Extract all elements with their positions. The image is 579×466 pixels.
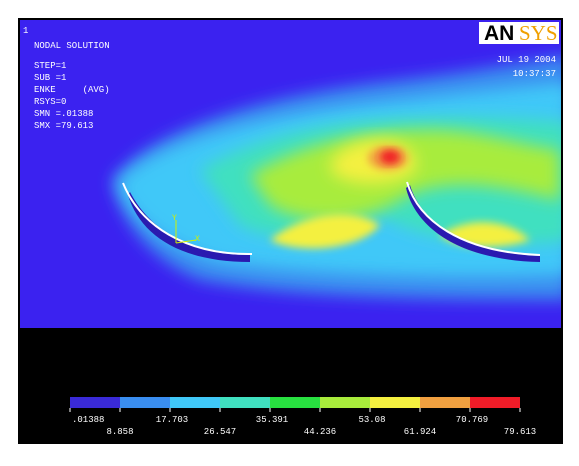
legend-label: 8.858 [106, 427, 133, 437]
window-number: 1 [23, 26, 28, 36]
legend-label: 26.547 [204, 427, 236, 437]
legend-swatch [70, 397, 120, 408]
contour-field [112, 56, 561, 300]
info-block: STEP=1 SUB =1 ENKE (AVG) RSYS=0 SMN =.01388 S… [34, 61, 110, 131]
info-line: STEP=1 [34, 61, 66, 71]
legend-swatch [120, 397, 170, 408]
logo-sys: SYS [519, 21, 558, 45]
info-line: SMN =.01388 [34, 109, 93, 119]
date: JUL 19 2004 [497, 55, 556, 65]
logo-an: AN [484, 22, 514, 45]
info-line: SUB =1 [34, 73, 66, 83]
legend-label: 53.08 [358, 415, 385, 425]
legend-swatch [270, 397, 320, 408]
legend-label: .01388 [72, 415, 104, 425]
legend-label: 70.769 [456, 415, 488, 425]
legend-swatch [470, 397, 520, 408]
legend-label: 61.924 [404, 427, 436, 437]
logo-box [479, 22, 559, 44]
info-line: SMX =79.613 [34, 121, 93, 131]
legend-swatch [320, 397, 370, 408]
legend-label: 17.703 [156, 415, 188, 425]
legend-label: 44.236 [304, 427, 336, 437]
time: 10:37:37 [513, 69, 556, 79]
legend-swatch [420, 397, 470, 408]
legend-label: 35.391 [256, 415, 288, 425]
triad-y: Y [172, 214, 177, 223]
info-line: RSYS=0 [34, 97, 66, 107]
triad-x: X [195, 235, 200, 244]
info-line: ENKE (AVG) [34, 85, 110, 95]
plot-title: NODAL SOLUTION [34, 41, 110, 51]
legend-label: 79.613 [504, 427, 536, 437]
legend-swatch [170, 397, 220, 408]
legend-swatch [220, 397, 270, 408]
legend-swatch [370, 397, 420, 408]
